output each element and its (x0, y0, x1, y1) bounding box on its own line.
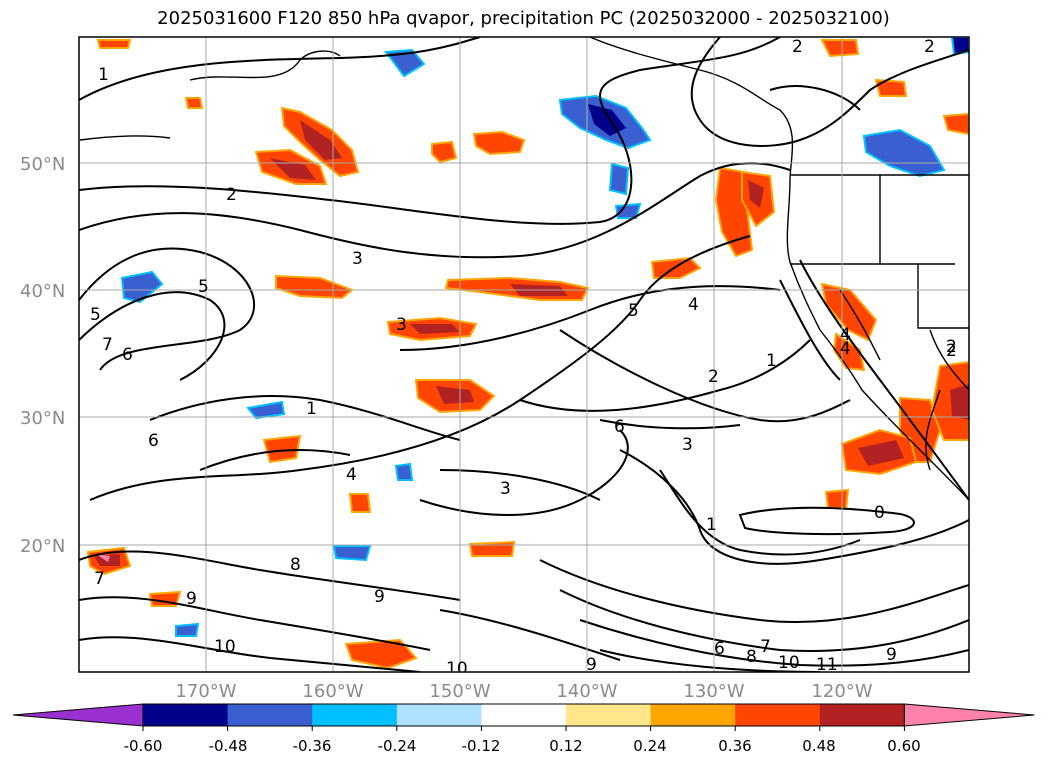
contour-labels: 1 2 2 2 3 4 5 6 7 8 9 10 11 1 2 3 4 5 6 … (90, 37, 957, 679)
contour-label: 9 (374, 587, 385, 607)
lon-label-140w: 140°W (556, 681, 617, 702)
colorbar-tick-label: 0.36 (718, 737, 751, 755)
colorbar-extend-low (12, 703, 144, 727)
contour-label: 4 (346, 465, 357, 485)
colorbar-swatch (650, 704, 736, 726)
contour-label: 1 (706, 515, 717, 535)
contour-label: 3 (500, 479, 511, 499)
colorbar-outline (142, 703, 905, 727)
contour-label: 6 (614, 417, 625, 437)
contour-label: 1 (306, 399, 317, 419)
contour-label: 4 (840, 325, 851, 345)
contour-label: 4 (688, 295, 699, 315)
colorbar-tick-label: -0.24 (378, 737, 417, 755)
colorbar-extend-high (903, 703, 1035, 727)
lon-label-130w: 130°W (683, 681, 744, 702)
contour-label: 7 (760, 637, 771, 657)
contour-label: 8 (746, 647, 757, 667)
colorbar-swatch (143, 704, 229, 726)
colorbar-tick-label: 0.24 (633, 737, 666, 755)
colorbar-swatch (566, 704, 652, 726)
colorbar-swatch (312, 704, 398, 726)
lon-label-150w: 150°W (429, 681, 490, 702)
contour-label: 1 (98, 65, 109, 85)
lon-label-170w: 170°W (175, 681, 236, 702)
colorbar-tick-label: -0.48 (209, 737, 248, 755)
lat-label-20n: 20°N (20, 536, 65, 557)
colorbar-swatch (819, 704, 905, 726)
contour-label: 7 (102, 335, 113, 355)
contour-label: 3 (396, 315, 407, 335)
contour-label: 5 (628, 301, 639, 321)
map-title: 2025031600 F120 850 hPa qvapor, precipit… (157, 8, 890, 29)
contour-label: 10 (214, 637, 236, 657)
contour-label: 6 (148, 431, 159, 451)
lat-label-30n: 30°N (20, 408, 65, 429)
contour-label: 9 (186, 589, 197, 609)
contour-label: 0 (874, 503, 885, 523)
contour-label: 11 (816, 655, 838, 675)
map-frame (78, 36, 970, 673)
colorbar-swatch (735, 704, 821, 726)
contour-label: 2 (708, 367, 719, 387)
colorbar-tick-label: -0.12 (462, 737, 501, 755)
contour-label: 2 (792, 37, 803, 57)
lon-label-120w: 120°W (811, 681, 872, 702)
contour-label: 2 (226, 185, 237, 205)
contour-label: 5 (90, 305, 101, 325)
colorbar-tick-label: 0.48 (802, 737, 835, 755)
contour-label: 1 (766, 351, 777, 371)
contour-label: 7 (94, 569, 105, 589)
contour-label: 10 (778, 653, 800, 673)
contour-label: 4 (840, 339, 851, 359)
colorbar-swatch (396, 704, 482, 726)
contour-label: 6 (122, 345, 133, 365)
contour-label: 9 (586, 655, 597, 675)
contour-label: 8 (290, 555, 301, 575)
lat-label-40n: 40°N (20, 281, 65, 302)
contour-label: 2 (946, 337, 957, 357)
lat-label-50n: 50°N (20, 154, 65, 175)
colorbar-ticks: -0.60 -0.48 -0.36 -0.24 -0.12 0.12 0.24 … (124, 737, 921, 755)
colorbar-tick-label: 0.12 (549, 737, 582, 755)
colorbar (12, 703, 1035, 731)
colorbar-tick-label: -0.60 (124, 737, 163, 755)
contour-label: 2 (924, 37, 935, 57)
contour-label: 2 (946, 341, 957, 361)
colorbar-tick-label: -0.36 (293, 737, 332, 755)
colorbar-swatch (227, 704, 313, 726)
colorbar-swatch (481, 704, 567, 726)
contour-label: 6 (714, 639, 725, 659)
gridlines (79, 37, 969, 672)
contour-label: 5 (198, 277, 209, 297)
contour-label: 3 (682, 435, 693, 455)
colorbar-tick-label: 0.60 (887, 737, 920, 755)
contour-label: 9 (886, 645, 897, 665)
contour-label: 3 (352, 249, 363, 269)
lon-label-160w: 160°W (302, 681, 363, 702)
coastlines (79, 37, 969, 501)
contour-label: 10 (446, 659, 468, 679)
